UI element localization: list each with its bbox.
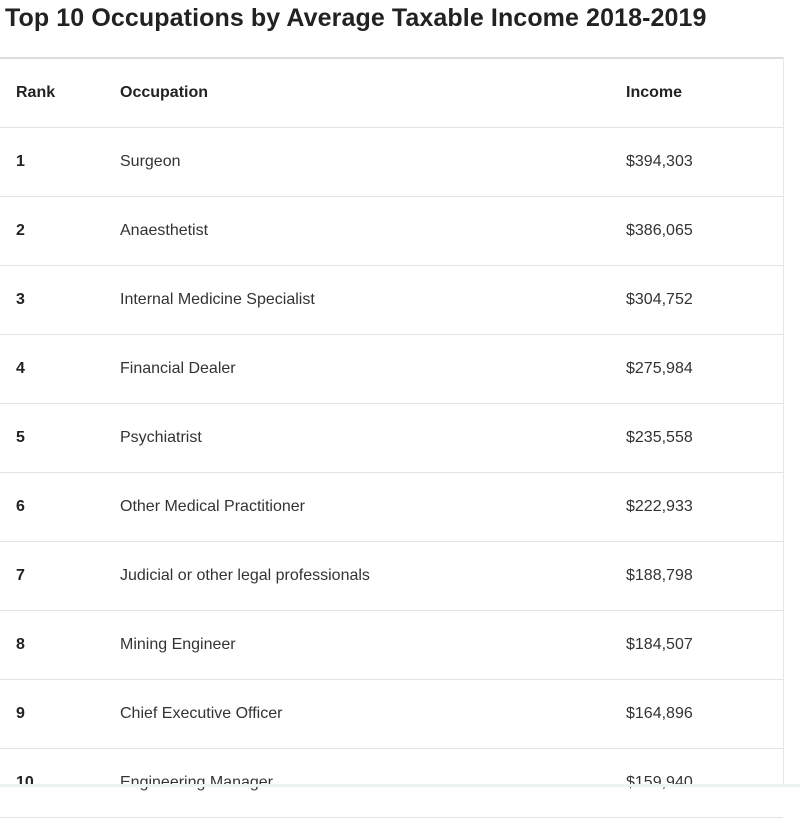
occupation-cell: Surgeon (104, 127, 610, 197)
occupation-cell: Internal Medicine Specialist (104, 265, 610, 335)
table-body: 1 Surgeon $394,303 2 Anaesthetist $386,0… (0, 127, 783, 818)
income-cell: $275,984 (610, 334, 783, 404)
table-row: 5 Psychiatrist $235,558 (0, 403, 783, 473)
table-row: 6 Other Medical Practitioner $222,933 (0, 472, 783, 542)
income-cell: $304,752 (610, 265, 783, 335)
bottom-divider (0, 784, 800, 787)
occupation-cell: Engineering Manager (104, 748, 610, 818)
column-header-income: Income (610, 59, 783, 128)
income-cell: $394,303 (610, 127, 783, 197)
occupation-cell: Psychiatrist (104, 403, 610, 473)
table-row: 4 Financial Dealer $275,984 (0, 334, 783, 404)
occupation-cell: Mining Engineer (104, 610, 610, 680)
income-table: Rank Occupation Income 1 Surgeon $394,30… (0, 59, 783, 818)
income-cell: $235,558 (610, 403, 783, 473)
table-row: 3 Internal Medicine Specialist $304,752 (0, 265, 783, 335)
income-table-container: Rank Occupation Income 1 Surgeon $394,30… (0, 57, 783, 818)
rank-cell: 5 (0, 403, 104, 473)
table-right-edge (783, 57, 784, 787)
column-header-rank: Rank (0, 59, 104, 128)
occupation-cell: Financial Dealer (104, 334, 610, 404)
occupation-cell: Other Medical Practitioner (104, 472, 610, 542)
rank-cell: 9 (0, 679, 104, 749)
header-row: Rank Occupation Income (0, 59, 783, 128)
table-header: Rank Occupation Income (0, 59, 783, 128)
income-cell: $164,896 (610, 679, 783, 749)
table-row: 7 Judicial or other legal professionals … (0, 541, 783, 611)
occupation-cell: Anaesthetist (104, 196, 610, 266)
rank-cell: 7 (0, 541, 104, 611)
rank-cell: 3 (0, 265, 104, 335)
table-row: 1 Surgeon $394,303 (0, 127, 783, 197)
table-row: 10 Engineering Manager $159,940 (0, 748, 783, 818)
page-title: Top 10 Occupations by Average Taxable In… (5, 4, 707, 32)
income-cell: $188,798 (610, 541, 783, 611)
table-row: 8 Mining Engineer $184,507 (0, 610, 783, 680)
occupation-cell: Chief Executive Officer (104, 679, 610, 749)
income-cell: $159,940 (610, 748, 783, 818)
rank-cell: 1 (0, 127, 104, 197)
table-row: 2 Anaesthetist $386,065 (0, 196, 783, 266)
column-header-occupation: Occupation (104, 59, 610, 128)
rank-cell: 2 (0, 196, 104, 266)
rank-cell: 6 (0, 472, 104, 542)
income-cell: $184,507 (610, 610, 783, 680)
rank-cell: 4 (0, 334, 104, 404)
table-row: 9 Chief Executive Officer $164,896 (0, 679, 783, 749)
occupation-cell: Judicial or other legal professionals (104, 541, 610, 611)
rank-cell: 10 (0, 748, 104, 818)
income-cell: $222,933 (610, 472, 783, 542)
income-cell: $386,065 (610, 196, 783, 266)
rank-cell: 8 (0, 610, 104, 680)
